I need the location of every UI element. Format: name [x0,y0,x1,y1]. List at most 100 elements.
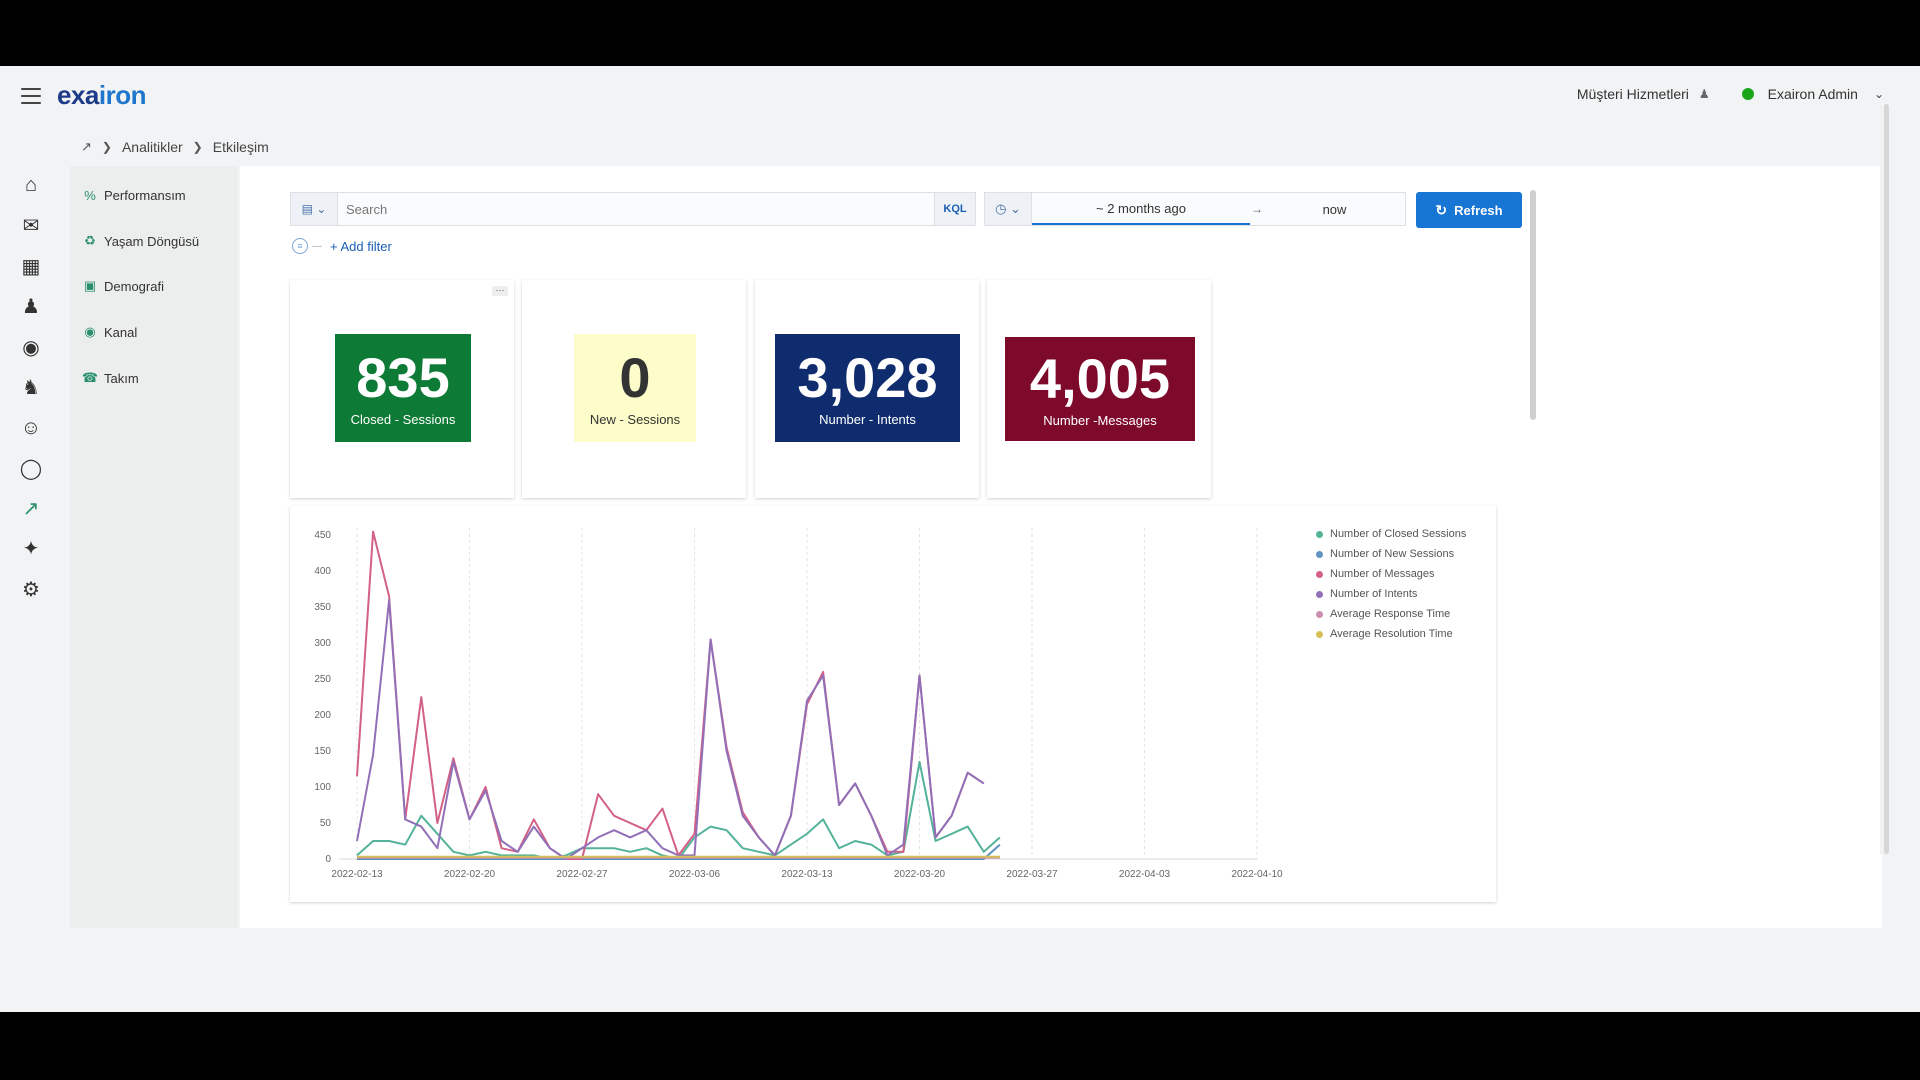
add-filter-button[interactable]: + Add filter [330,238,392,254]
chart-legend: Number of Closed Sessions Number of New … [1316,524,1466,644]
metric-intents: 3,028 Number - Intents [775,334,960,442]
refresh-icon: ↻ [1435,201,1448,218]
legend-item[interactable]: Number of Messages [1316,564,1466,584]
legend-label: Number of New Sessions [1330,548,1455,560]
legend-label: Average Response Time [1330,608,1451,620]
more-options-icon[interactable]: ⋯ [492,286,508,296]
time-end[interactable]: now [1322,201,1347,217]
headset-icon: ☎ [81,370,99,385]
metric-value: 3,028 [797,345,938,409]
department-label[interactable]: Müşteri Hizmetleri [1576,86,1689,102]
logo-accent: iron [98,80,147,110]
legend-label: Number of Closed Sessions [1330,528,1467,540]
groups-icon[interactable]: ♟ [22,295,40,318]
metric-value: 835 [356,345,450,409]
nav-label: Demografi [104,278,164,294]
home-icon[interactable]: ⌂ [24,173,38,196]
chevron-down-icon[interactable]: ⌄ [1873,87,1884,101]
metric-panel-new-sessions: 0 New - Sessions [522,280,746,498]
icon-rail: ⌂ ✉ ▦ ♟ ◉ ♞ ☺ ◯ ↗ ✦ ⚙ [0,166,62,996]
user-icon[interactable]: ☺ [20,416,42,439]
legend-item[interactable]: Average Response Time [1316,604,1466,624]
page-scrollbar[interactable] [1884,104,1889,854]
user-name[interactable]: Exairon Admin [1767,86,1858,102]
legend-label: Number of Messages [1330,568,1435,580]
nav-label: Performansım [104,187,186,203]
time-picker: ◷ ⌄ ~ 2 months ago → now [984,192,1406,226]
chart-line-icon: ↗ [81,139,92,154]
legend-dot [1316,550,1323,558]
arrow-right-icon: → [1251,202,1263,216]
refresh-button[interactable]: ↻ Refresh [1416,192,1522,228]
metric-panel-messages: 4,005 Number -Messages [987,280,1211,498]
globe-icon: ◉ [84,324,96,339]
menu-icon[interactable] [21,88,41,104]
nav-item-performance[interactable]: % Performansım [82,187,186,203]
legend-dot [1316,530,1323,538]
filter-row: ≡ — + Add filter [292,238,392,254]
legend-item[interactable]: Number of New Sessions [1316,544,1466,564]
filter-icon[interactable]: ≡ [292,238,308,254]
nav-item-lifecycle[interactable]: ♻ Yaşam Döngüsü [82,233,199,249]
nav-label: Kanal [104,324,138,340]
integration-icon[interactable]: ✦ [22,537,40,560]
nav-label: Takım [104,370,139,386]
legend-item[interactable]: Number of Intents [1316,584,1466,604]
metric-value: 0 [619,345,651,409]
analytics-icon[interactable]: ↗ [22,497,40,520]
chevron-right-icon: ❯ [101,140,112,154]
user-area: Müşteri Hizmetleri ♟ Exairon Admin ⌄ [1577,86,1884,102]
nav-label: Yaşam Döngüsü [104,233,200,249]
globe-icon[interactable]: ◉ [22,336,40,359]
metric-closed-sessions: 835 Closed - Sessions [335,334,471,442]
recycle-icon: ♻ [84,233,96,248]
side-nav: % Performansım ♻ Yaşam Döngüsü ▣ Demografi … [70,166,238,928]
chevron-down-icon: ⌄ [1010,201,1021,216]
id-card-icon: ▣ [83,278,97,293]
legend-item[interactable]: Number of Closed Sessions [1316,524,1466,544]
metric-panel-closed-sessions: ⋯ 835 Closed - Sessions [290,280,514,498]
logo: exairon [57,80,147,111]
time-start[interactable]: ~ 2 months ago [1032,193,1250,225]
metric-value: 4,005 [1029,346,1171,410]
clock-icon: ◷ [995,201,1007,216]
page-scrollbar-track [1880,104,1887,854]
logo-main: exa [57,80,99,110]
breadcrumb-engagement: Etkileşim [212,139,269,155]
breadcrumb-analytics[interactable]: Analitikler [121,139,183,155]
nav-item-channel[interactable]: ◉ Kanal [82,324,137,340]
shield-icon[interactable]: ◯ [19,457,43,480]
team-icon[interactable]: ♞ [22,376,40,399]
settings-icon[interactable]: ⚙ [22,578,40,601]
legend-label: Average Resolution Time [1330,628,1453,640]
legend-dot [1316,570,1323,578]
dashboard-scrollbar[interactable] [1530,190,1536,420]
legend-dot [1316,610,1323,618]
legend-label: Number of Intents [1330,588,1418,600]
metric-label: Closed - Sessions [350,411,456,427]
saved-query-button[interactable]: ▤ ⌄ [291,193,338,225]
agent-icon[interactable]: ♟ [1698,87,1710,101]
chat-icon[interactable]: ✉ [22,214,40,237]
metric-new-sessions: 0 New - Sessions [574,334,696,442]
save-icon: ▤ [301,202,313,216]
legend-dot [1316,590,1323,598]
metric-label: New - Sessions [589,411,681,427]
calendar-icon[interactable]: ▦ [21,255,41,278]
search-input[interactable] [338,200,934,218]
metric-panel-intents: 3,028 Number - Intents [755,280,979,498]
kql-toggle[interactable]: KQL [934,193,975,225]
top-bar: exairon Müşteri Hizmetleri ♟ Exairon Adm… [0,66,1920,128]
legend-item[interactable]: Average Resolution Time [1316,624,1466,644]
refresh-label: Refresh [1454,202,1503,218]
status-dot [1741,88,1754,100]
breadcrumb: ↗ ❯ Analitikler ❯ Etkileşim [81,139,269,155]
quick-time-button[interactable]: ◷ ⌄ [985,193,1032,225]
legend-dot [1316,630,1323,638]
percent-icon: % [84,187,96,203]
nav-item-team[interactable]: ☎ Takım [82,370,139,386]
chevron-down-icon: ⌄ [316,202,327,216]
filter-separator: — [312,240,322,252]
metric-messages: 4,005 Number -Messages [1005,337,1195,441]
nav-item-demographics[interactable]: ▣ Demografi [82,278,164,294]
